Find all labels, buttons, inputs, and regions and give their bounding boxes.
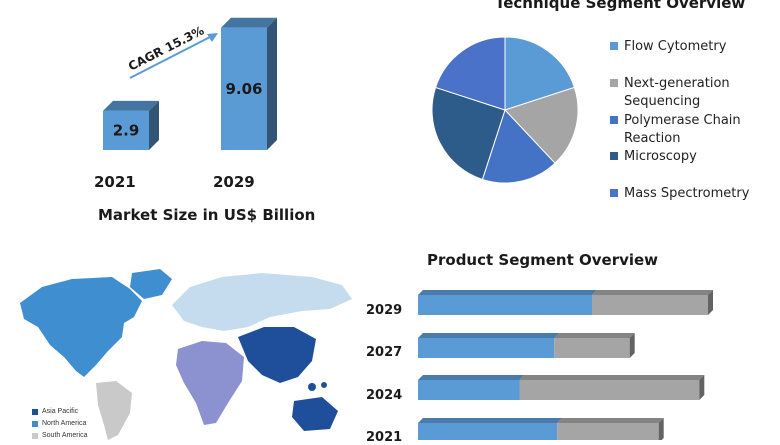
cagr-arrow: [129, 33, 218, 79]
technique-pie-chart: [431, 36, 579, 184]
product-year-2021: 2021: [366, 430, 403, 445]
map-region-europe: [172, 273, 352, 331]
map-region-africa: [176, 341, 244, 425]
map-region-south-america: [96, 381, 132, 440]
market-bar-2021: [103, 100, 159, 150]
pie-slice-next-generation-sequencing: [504, 86, 579, 164]
legend-label: Flow Cytometry: [624, 39, 727, 54]
map-region-greenland: [130, 269, 172, 299]
legend-swatch: [610, 189, 618, 197]
product-segment-title: Product Segment Overview: [427, 251, 659, 269]
market-size-bars: 2.9 9.06: [103, 17, 277, 150]
map-legend-label: North America: [42, 420, 87, 427]
map-legend-label: Asia Pacific: [42, 408, 79, 415]
map-legend-swatch: [32, 421, 38, 427]
market-year-2029: 2029: [213, 173, 255, 191]
legend-swatch: [610, 42, 618, 50]
pie-slice-flow-cytometry: [504, 36, 576, 111]
legend-label: Mass Spectrometry: [624, 186, 750, 201]
cagr-label: CAGR 15.3%: [126, 23, 206, 73]
product-bar-2029: [418, 290, 713, 315]
market-bar-value: 2.9: [113, 121, 140, 139]
map-region-north-america: [20, 277, 142, 377]
legend-swatch: [610, 116, 618, 124]
market-bar-value: 9.06: [225, 80, 262, 98]
pie-slice-mass-spectrometry: [434, 36, 506, 111]
market-size-title: Market Size in US$ Billion: [98, 206, 316, 224]
legend-label: Microscopy: [624, 149, 697, 164]
product-year-2024: 2024: [366, 388, 403, 403]
legend-label: Polymerase Chain Reaction: [624, 113, 741, 146]
map-legend-swatch: [32, 409, 38, 415]
product-year-2029: 2029: [366, 303, 403, 318]
product-year-2027: 2027: [366, 345, 403, 360]
legend-swatch: [610, 79, 618, 87]
map-region-australia: [292, 397, 338, 431]
technique-title: Technique Segment Overview: [495, 0, 746, 12]
product-bar-2027: [418, 333, 635, 358]
market-size-chart: 2.9 9.06 CAGR 15.3%: [103, 17, 277, 150]
product-bar-2021: [418, 418, 664, 440]
pie-slice-microscopy: [431, 86, 506, 181]
pie-slice-polymerase-chain-reaction: [481, 109, 556, 184]
world-map: [20, 269, 352, 440]
map-legend-label: South America: [42, 432, 88, 439]
market-year-2021: 2021: [94, 173, 136, 191]
product-segment-chart: [418, 290, 713, 440]
market-bar-2029: [221, 17, 277, 150]
product-bar-2024: [418, 375, 705, 400]
map-legend-swatch: [32, 433, 38, 439]
legend-label: Next-generation Sequencing: [624, 76, 730, 109]
legend-swatch: [610, 152, 618, 160]
map-region-asia-pacific: [238, 327, 316, 383]
